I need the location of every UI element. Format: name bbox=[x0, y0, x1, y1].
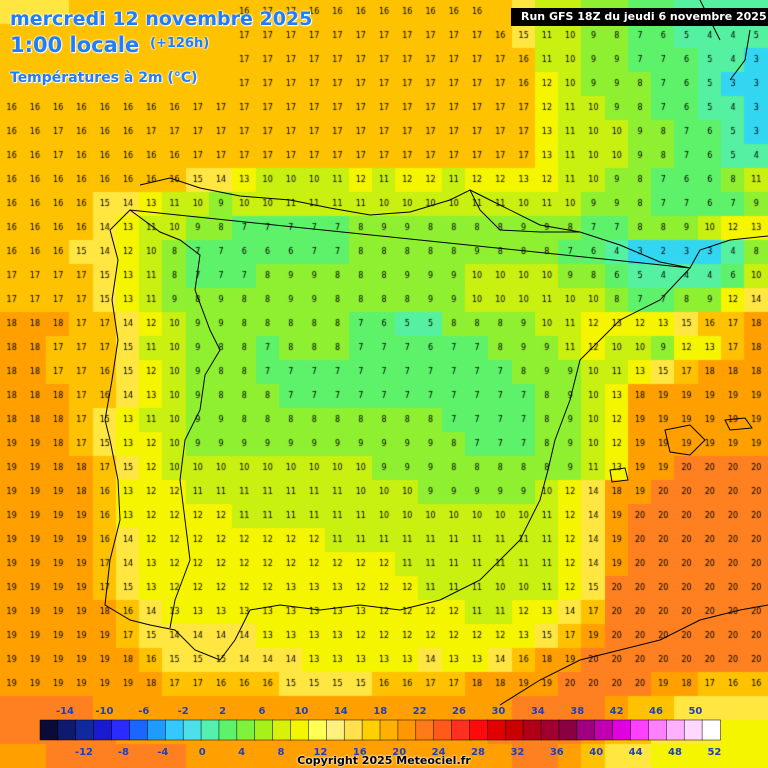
legend-swatch bbox=[308, 719, 328, 741]
forecast-date: mercredi 12 novembre 2025 bbox=[10, 8, 313, 30]
legend-top-label: 14 bbox=[334, 706, 348, 717]
legend-bottom-label: 4 bbox=[238, 747, 245, 758]
legend-top-label: 10 bbox=[294, 706, 308, 717]
legend-swatch bbox=[129, 719, 149, 741]
legend-top-label: 50 bbox=[688, 706, 702, 717]
legend-swatch bbox=[147, 719, 167, 741]
legend-bottom-label: 12 bbox=[313, 747, 327, 758]
legend-top-label: 2 bbox=[219, 706, 226, 717]
copyright-text: Copyright 2025 Meteociel.fr bbox=[297, 754, 471, 767]
legend-swatch bbox=[361, 719, 381, 741]
legend-swatch bbox=[451, 719, 471, 741]
color-legend: -14 -10 -6 -2 2 6 10 14 18 22 26 30 34 38 42 46 50-12 -8-… bbox=[39, 706, 721, 758]
legend-swatch bbox=[648, 719, 668, 741]
legend-swatch bbox=[93, 719, 113, 741]
legend-top-label: 38 bbox=[570, 706, 584, 717]
legend-top-label: 18 bbox=[373, 706, 387, 717]
legend-swatch bbox=[469, 719, 489, 741]
legend-bottom-label: 40 bbox=[589, 747, 603, 758]
legend-swatch bbox=[594, 719, 614, 741]
legend-swatch bbox=[379, 719, 399, 741]
legend-top-label: 22 bbox=[413, 706, 427, 717]
legend-swatch bbox=[254, 719, 274, 741]
legend-swatch bbox=[272, 719, 292, 741]
run-info-badge: Run GFS 18Z du jeudi 6 novembre 2025 bbox=[511, 8, 768, 26]
legend-bottom-label: 20 bbox=[392, 747, 406, 758]
legend-swatch bbox=[39, 719, 59, 741]
legend-top-label: 34 bbox=[531, 706, 545, 717]
legend-swatch bbox=[397, 719, 417, 741]
legend-swatch bbox=[57, 719, 77, 741]
legend-swatch bbox=[236, 719, 256, 741]
legend-swatch bbox=[75, 719, 95, 741]
legend-top-label: 30 bbox=[491, 706, 505, 717]
legend-bottom-label: -4 bbox=[157, 747, 168, 758]
legend-bottom-label: 48 bbox=[668, 747, 682, 758]
legend-top-label: 26 bbox=[452, 706, 466, 717]
legend-bottom-label: 32 bbox=[510, 747, 524, 758]
legend-swatch bbox=[666, 719, 685, 741]
legend-bottom-label: 0 bbox=[199, 747, 206, 758]
legend-swatch bbox=[701, 719, 721, 741]
legend-top-label: 42 bbox=[610, 706, 624, 717]
legend-swatch bbox=[182, 719, 202, 741]
parameter-label: Températures à 2m (°C) bbox=[10, 70, 198, 86]
legend-swatch bbox=[218, 719, 238, 741]
legend-bottom-label: 28 bbox=[471, 747, 485, 758]
legend-bottom-label: 24 bbox=[432, 747, 446, 758]
legend-top-label: -6 bbox=[138, 706, 149, 717]
legend-swatch bbox=[433, 719, 453, 741]
legend-swatch bbox=[522, 719, 542, 741]
legend-swatch bbox=[200, 719, 220, 741]
legend-swatch bbox=[343, 719, 363, 741]
legend-swatch bbox=[165, 719, 184, 741]
legend-top-label: -2 bbox=[178, 706, 189, 717]
legend-bottom-label: -8 bbox=[118, 747, 129, 758]
legend-top-label: 6 bbox=[259, 706, 266, 717]
legend-swatch bbox=[630, 719, 650, 741]
legend-top-label: -14 bbox=[56, 706, 74, 717]
legend-swatch bbox=[683, 719, 703, 741]
legend-bottom-label: -12 bbox=[75, 747, 93, 758]
legend-swatch bbox=[558, 719, 578, 741]
legend-swatch bbox=[415, 719, 435, 741]
legend-swatch bbox=[326, 719, 345, 741]
legend-swatch bbox=[290, 719, 310, 741]
legend-bottom-label: 52 bbox=[707, 747, 721, 758]
legend-swatch bbox=[111, 719, 131, 741]
legend-swatch bbox=[540, 719, 560, 741]
legend-bottom-label: 36 bbox=[550, 747, 564, 758]
forecast-hour: 1:00 locale bbox=[10, 33, 140, 57]
legend-bottom-label: 16 bbox=[353, 747, 367, 758]
legend-swatch bbox=[576, 719, 596, 741]
legend-swatch bbox=[505, 719, 524, 741]
legend-top-label: -10 bbox=[95, 706, 113, 717]
legend-bottom-label: 8 bbox=[278, 747, 285, 758]
legend-swatch bbox=[612, 719, 632, 741]
forecast-lead-time: (+126h) bbox=[150, 36, 210, 51]
legend-top-label: 46 bbox=[649, 706, 663, 717]
legend-swatch bbox=[487, 719, 507, 741]
legend-bottom-label: 44 bbox=[629, 747, 643, 758]
